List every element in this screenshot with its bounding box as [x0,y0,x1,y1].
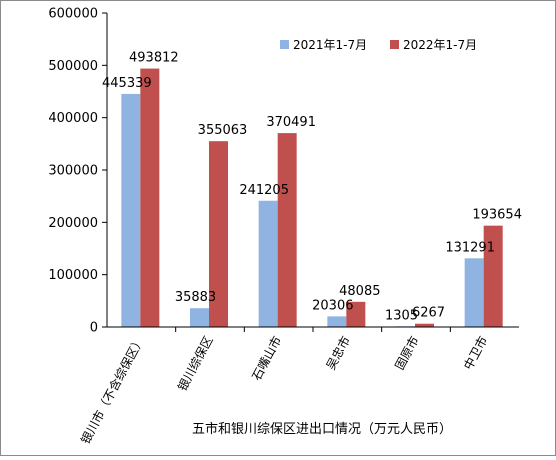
y-tick-label: 0 [90,321,98,336]
data-label: 445339 [102,76,152,91]
bar [464,258,484,327]
y-tick-label: 100000 [48,268,98,283]
x-category-label: 石嘴山市 [249,333,285,382]
data-label: 370491 [266,115,316,130]
data-label: 193654 [472,208,522,223]
x-category-label: 吴忠市 [323,333,353,372]
legend: 2021年1-7月 2022年1-7月 [280,38,477,52]
y-tick-label: 500000 [48,59,98,74]
data-label: 1305 [385,308,418,323]
x-category-label: 银川市（不含综保区） [77,333,147,446]
legend-swatch [390,40,399,49]
bar [327,316,347,327]
bar [121,93,141,327]
data-label: 20306 [312,298,353,313]
bar [209,141,228,327]
bar [346,301,366,327]
bar [415,323,434,327]
bar [483,225,503,327]
legend-label: 2021年1-7月 [293,38,367,52]
data-labels: 445339 493812 35883 355063 241205 370491 20306… [102,51,522,324]
bar [140,68,160,327]
x-axis-title: 五市和银川综保区进出口情况（万元人民币） [192,421,452,437]
x-category-label: 固原市 [391,333,421,372]
x-category-label: 银川综保区 [175,334,216,394]
y-tick-label: 200000 [48,216,98,231]
y-tick-label: 600000 [48,7,98,22]
data-label: 6267 [412,306,445,321]
data-label: 35883 [175,290,216,305]
y-tick-label: 400000 [48,111,98,126]
data-label: 241205 [239,183,289,198]
data-label: 355063 [198,123,248,138]
bar [258,200,278,327]
y-tick-label: 300000 [48,164,98,179]
y-axis: 0 100000 200000 300000 400000 500000 600000 [48,7,108,336]
bar [277,133,297,327]
bar [190,308,209,327]
data-label: 493812 [129,51,179,66]
legend-label: 2022年1-7月 [403,38,477,52]
x-category-label: 中卫市 [460,333,490,372]
bars [121,68,503,328]
legend-swatch [280,40,289,49]
data-label: 48085 [339,284,380,299]
data-label: 131291 [445,240,495,255]
